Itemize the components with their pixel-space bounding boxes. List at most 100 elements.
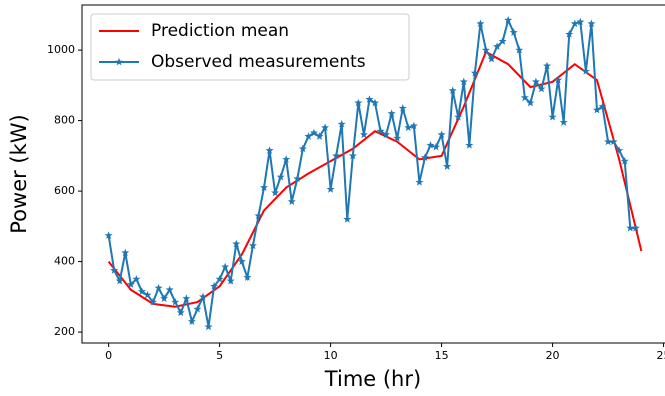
star-marker xyxy=(587,19,596,28)
star-marker xyxy=(276,172,285,181)
star-marker xyxy=(371,98,379,107)
star-marker xyxy=(626,223,635,232)
star-marker xyxy=(498,37,507,45)
star-marker xyxy=(454,112,463,121)
star-marker xyxy=(531,77,540,86)
x-tick-label: 5 xyxy=(216,349,223,362)
star-marker xyxy=(404,123,413,132)
star-marker xyxy=(359,130,368,139)
x-tick-label: 20 xyxy=(546,349,560,362)
star-marker xyxy=(354,98,363,107)
star-marker xyxy=(193,304,202,313)
star-marker xyxy=(248,241,257,250)
star-marker xyxy=(143,290,152,299)
star-marker xyxy=(598,102,607,110)
x-tick-label: 25 xyxy=(657,349,665,362)
star-marker xyxy=(543,61,552,70)
star-marker xyxy=(271,188,280,197)
star-marker xyxy=(432,142,441,151)
star-marker xyxy=(215,275,224,283)
star-marker xyxy=(348,151,357,160)
star-marker xyxy=(504,15,513,24)
x-axis-label: Time (hr) xyxy=(324,367,421,391)
star-marker xyxy=(104,231,113,239)
star-marker xyxy=(520,93,529,102)
star-marker xyxy=(448,86,457,95)
star-marker xyxy=(565,30,574,38)
legend-label: Observed measurements xyxy=(151,52,366,72)
star-marker xyxy=(376,126,385,135)
star-marker xyxy=(182,294,191,302)
y-tick-label: 400 xyxy=(54,255,75,268)
star-marker xyxy=(437,130,446,139)
star-marker xyxy=(481,45,490,54)
star-marker xyxy=(559,118,568,126)
legend-box xyxy=(90,13,410,81)
star-marker xyxy=(265,146,274,154)
star-marker xyxy=(620,156,629,165)
star-marker xyxy=(382,130,391,139)
star-marker xyxy=(576,17,585,26)
star-marker xyxy=(409,121,418,130)
star-marker xyxy=(459,77,468,86)
star-marker xyxy=(554,75,563,84)
star-marker xyxy=(176,308,185,317)
star-marker xyxy=(609,137,618,146)
star-marker xyxy=(315,132,324,140)
star-marker xyxy=(631,223,640,232)
star-marker xyxy=(115,276,124,285)
star-marker xyxy=(387,109,396,117)
star-marker xyxy=(426,141,435,149)
star-marker xyxy=(293,174,302,183)
star-marker xyxy=(149,297,158,306)
star-marker xyxy=(398,104,407,112)
star-marker xyxy=(210,282,219,290)
y-tick-label: 1000 xyxy=(47,43,75,56)
star-marker xyxy=(365,95,374,103)
star-marker xyxy=(465,141,474,149)
star-marker xyxy=(282,155,291,163)
star-marker xyxy=(287,197,296,206)
star-marker xyxy=(415,178,424,186)
star-marker xyxy=(187,317,196,325)
star-marker xyxy=(548,112,557,121)
y-tick-label: 800 xyxy=(54,114,75,127)
star-marker xyxy=(515,45,524,54)
star-marker xyxy=(121,248,130,257)
star-marker xyxy=(393,134,402,142)
y-tick-label: 600 xyxy=(54,184,75,197)
star-marker xyxy=(509,28,518,36)
star-marker xyxy=(332,151,341,160)
y-tick-label: 200 xyxy=(54,325,75,338)
star-marker xyxy=(221,262,230,271)
star-marker xyxy=(243,273,252,281)
star-marker xyxy=(304,132,313,140)
star-marker xyxy=(309,128,318,137)
star-marker xyxy=(343,215,352,223)
star-marker xyxy=(537,84,546,93)
star-marker xyxy=(204,322,213,331)
star-marker xyxy=(604,137,613,146)
star-marker xyxy=(226,276,235,285)
x-tick-label: 0 xyxy=(105,349,112,362)
plot-frame xyxy=(81,4,665,344)
star-marker xyxy=(232,239,241,248)
star-marker xyxy=(137,287,146,295)
star-marker xyxy=(615,146,624,154)
star-marker xyxy=(165,285,174,294)
star-marker xyxy=(570,19,579,28)
x-tick-label: 15 xyxy=(435,349,449,362)
star-marker xyxy=(592,105,601,114)
star-marker xyxy=(171,297,180,306)
star-marker xyxy=(160,294,169,302)
star-marker xyxy=(321,123,330,132)
star-marker xyxy=(581,67,590,75)
star-marker xyxy=(110,266,119,274)
legend-label: Prediction mean xyxy=(151,21,289,41)
star-marker xyxy=(326,185,335,193)
star-marker xyxy=(237,257,246,265)
star-marker xyxy=(126,280,135,288)
star-marker xyxy=(132,275,141,283)
star-marker xyxy=(476,19,485,28)
star-marker xyxy=(470,68,479,77)
